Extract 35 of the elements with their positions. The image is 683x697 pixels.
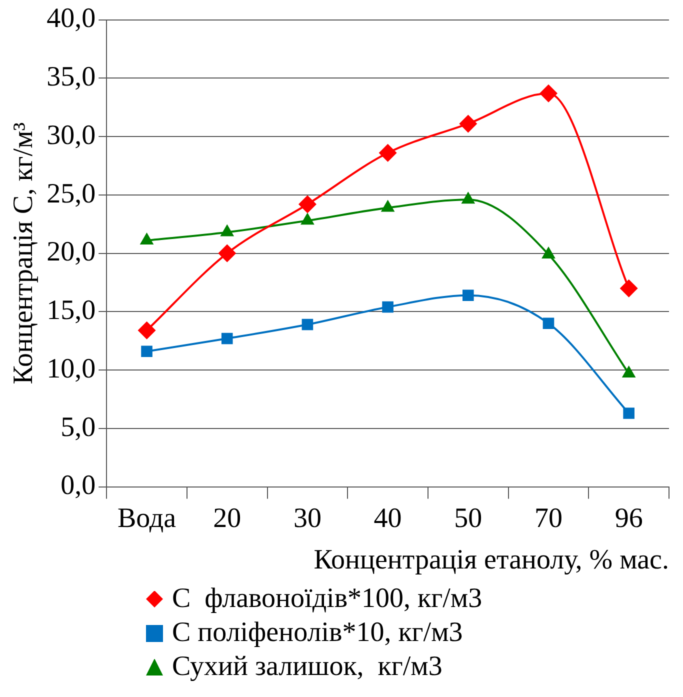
point xyxy=(141,346,152,358)
x-tick-label: 20 xyxy=(213,502,242,534)
x-tick-label: 40 xyxy=(374,502,402,534)
y-axis-title: Концентрація С, кг/м³ xyxy=(8,122,40,384)
point xyxy=(539,84,558,102)
legend-label: Сухий залишок, кг/м3 xyxy=(172,650,442,684)
point xyxy=(542,318,554,330)
point xyxy=(623,408,634,419)
y-tick-label: 10,0 xyxy=(46,353,96,384)
point xyxy=(138,321,156,340)
point xyxy=(620,279,638,298)
legend-label: С поліфенолів*10, кг/м3 xyxy=(172,616,463,650)
point xyxy=(382,301,394,313)
y-tick-label: 15,0 xyxy=(46,295,96,326)
y-tick-label: 25,0 xyxy=(46,178,96,210)
x-tick-label: 50 xyxy=(454,502,482,534)
y-tick-label: 40,0 xyxy=(46,3,96,34)
point xyxy=(462,290,474,301)
y-tick-label: 35,0 xyxy=(46,62,96,93)
y-tick-label: 5,0 xyxy=(60,412,96,443)
x-axis-title: Концентрація етанолу, % мас. xyxy=(314,544,669,576)
point xyxy=(218,244,236,262)
y-tick-label: 30,0 xyxy=(46,120,96,151)
point xyxy=(302,318,314,330)
point xyxy=(378,144,397,162)
y-tick-label: 20,0 xyxy=(46,236,96,268)
legend-label: С флавоноїдів*100, кг/м3 xyxy=(172,582,482,616)
x-tick-label: 30 xyxy=(293,502,322,534)
point xyxy=(221,332,233,344)
x-tick-label: 70 xyxy=(534,502,562,534)
x-tick-label: 96 xyxy=(614,502,643,534)
point xyxy=(298,195,316,214)
x-tick-label: Вода xyxy=(118,502,177,534)
y-tick-label: 0,0 xyxy=(60,470,96,502)
point xyxy=(459,114,478,133)
